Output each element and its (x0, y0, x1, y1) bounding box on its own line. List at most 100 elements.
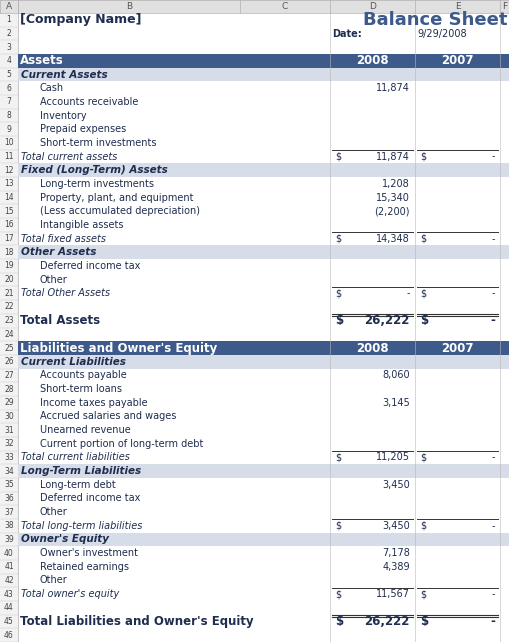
Text: Other: Other (40, 275, 68, 284)
Text: 4: 4 (7, 56, 11, 65)
Bar (0, 0, 509, 13)
Text: Unearned revenue: Unearned revenue (40, 425, 130, 435)
Text: 2: 2 (7, 29, 11, 38)
Text: 3: 3 (7, 42, 11, 52)
Text: 21: 21 (4, 289, 14, 298)
Text: Deferred income tax: Deferred income tax (40, 494, 140, 503)
Bar (18, 355, 509, 369)
Bar (0, 13, 18, 642)
Text: 43: 43 (4, 589, 14, 598)
Text: Other Assets: Other Assets (21, 247, 96, 257)
Text: Liabilities and Owner's Equity: Liabilities and Owner's Equity (20, 342, 217, 354)
Text: 38: 38 (4, 521, 14, 530)
Text: Total fixed assets: Total fixed assets (21, 234, 106, 243)
Text: 32: 32 (4, 439, 14, 448)
Text: 3,450: 3,450 (382, 521, 409, 531)
Text: F: F (501, 2, 506, 11)
Text: Long-term investments: Long-term investments (40, 179, 154, 189)
Text: Property, plant, and equipment: Property, plant, and equipment (40, 193, 193, 203)
Text: Cash: Cash (40, 83, 64, 93)
Text: 30: 30 (4, 412, 14, 421)
Text: -: - (406, 288, 409, 299)
Text: $: $ (419, 589, 426, 599)
Text: Long-Term Liabilities: Long-Term Liabilities (21, 466, 141, 476)
Text: 22: 22 (4, 302, 14, 311)
Text: 11: 11 (4, 152, 14, 161)
Text: Current Liabilities: Current Liabilities (21, 357, 126, 367)
Text: 3,145: 3,145 (382, 397, 409, 408)
Text: Deferred income tax: Deferred income tax (40, 261, 140, 271)
Text: 16: 16 (4, 220, 14, 229)
Text: 1: 1 (7, 15, 11, 24)
Text: 15: 15 (4, 207, 14, 216)
Text: (Less accumulated depreciation): (Less accumulated depreciation) (40, 206, 200, 216)
Text: C: C (281, 2, 288, 11)
Text: -: - (489, 314, 494, 327)
Text: E: E (454, 2, 460, 11)
Text: B: B (126, 2, 132, 11)
Text: Assets: Assets (20, 55, 64, 67)
Text: $: $ (419, 521, 426, 531)
Text: 29: 29 (4, 398, 14, 407)
Text: 13: 13 (4, 179, 14, 188)
Bar (18, 67, 509, 82)
Text: Total Assets: Total Assets (20, 314, 100, 327)
Text: Current Assets: Current Assets (21, 69, 107, 80)
Text: D: D (369, 2, 375, 11)
Text: 4,389: 4,389 (382, 562, 409, 572)
Bar (18, 533, 509, 546)
Text: Total long-term liabilities: Total long-term liabilities (21, 521, 142, 531)
Bar (18, 464, 509, 478)
Text: 26,222: 26,222 (364, 615, 409, 628)
Text: 31: 31 (4, 426, 14, 435)
Text: 37: 37 (4, 508, 14, 517)
Text: 10: 10 (4, 139, 14, 148)
Text: [Company Name]: [Company Name] (20, 13, 141, 26)
Text: $: $ (334, 615, 343, 628)
Text: 14,348: 14,348 (376, 234, 409, 243)
Text: -: - (489, 615, 494, 628)
Text: Total Liabilities and Owner's Equity: Total Liabilities and Owner's Equity (20, 615, 253, 628)
Text: Retained earnings: Retained earnings (40, 562, 129, 572)
Text: $: $ (419, 314, 427, 327)
Text: 23: 23 (4, 316, 14, 325)
Text: $: $ (334, 453, 341, 462)
Text: Current portion of long-term debt: Current portion of long-term debt (40, 438, 203, 449)
Text: -: - (491, 234, 494, 243)
Text: Short-term investments: Short-term investments (40, 138, 156, 148)
Text: 42: 42 (4, 576, 14, 585)
Text: 26: 26 (4, 357, 14, 366)
Text: $: $ (334, 314, 343, 327)
Bar (18, 341, 509, 355)
Text: $: $ (419, 615, 427, 628)
Text: 34: 34 (4, 467, 14, 476)
Text: Date:: Date: (331, 28, 361, 39)
Text: 8: 8 (7, 111, 11, 120)
Text: -: - (491, 453, 494, 462)
Text: 11,205: 11,205 (375, 453, 409, 462)
Bar (18, 245, 509, 259)
Text: A: A (6, 2, 12, 11)
Text: 33: 33 (4, 453, 14, 462)
Text: Fixed (Long-Term) Assets: Fixed (Long-Term) Assets (21, 165, 167, 175)
Text: 28: 28 (4, 385, 14, 394)
Text: 2007: 2007 (440, 342, 473, 354)
Text: 9/29/2008: 9/29/2008 (416, 28, 466, 39)
Text: Total Other Assets: Total Other Assets (21, 288, 110, 299)
Text: 25: 25 (4, 343, 14, 352)
Text: 39: 39 (4, 535, 14, 544)
Text: Accounts payable: Accounts payable (40, 370, 127, 380)
Text: Prepaid expenses: Prepaid expenses (40, 125, 126, 134)
Text: $: $ (419, 152, 426, 162)
Text: 1,208: 1,208 (382, 179, 409, 189)
Text: 27: 27 (4, 371, 14, 380)
Text: Other: Other (40, 507, 68, 517)
Bar (18, 54, 509, 67)
Text: -: - (491, 521, 494, 531)
Text: 46: 46 (4, 630, 14, 639)
Text: (2,200): (2,200) (374, 206, 409, 216)
Text: 6: 6 (7, 83, 11, 92)
Text: $: $ (334, 521, 341, 531)
Text: -: - (491, 152, 494, 162)
Text: 15,340: 15,340 (376, 193, 409, 203)
